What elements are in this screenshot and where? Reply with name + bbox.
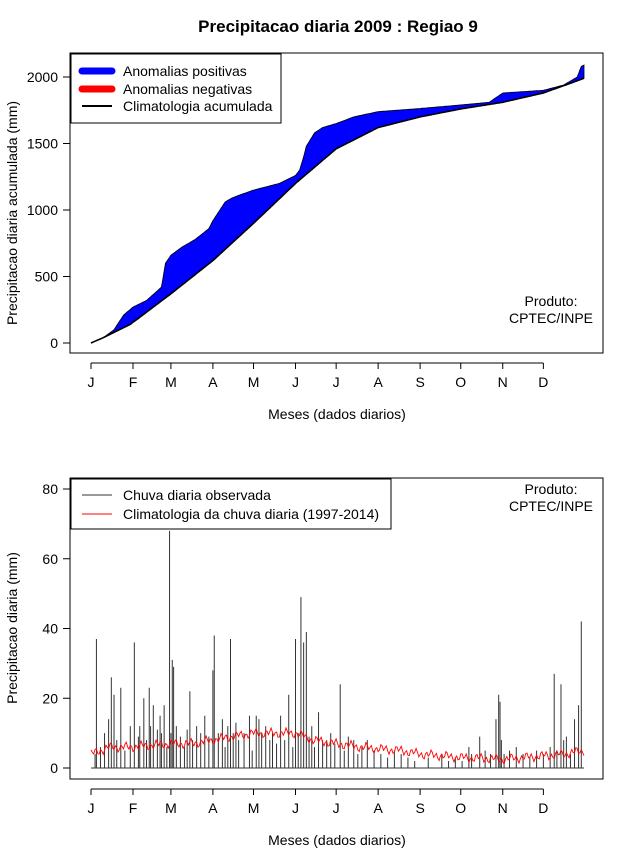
legend-climatology-label: Climatologia acumulada [123,98,273,114]
climatology-daily-line [90,726,585,766]
climatology-cumulative-line [90,77,585,344]
top-y-tick-label: 500 [35,269,59,285]
bottom-y-axis: 0 20 40 60 80 [42,481,71,776]
bottom-x-tick-label: O [455,800,466,816]
top-x-tick-label: N [498,374,508,390]
top-x-tick-label: M [165,374,177,390]
bottom-x-label: Meses (dados diarios) [268,832,406,848]
bottom-annotation-produto: Produto: [525,481,578,497]
bottom-y-label: Precipitacao diaria (mm) [4,552,20,704]
bottom-x-tick-label: J [292,800,299,816]
top-annotation-cptec: CPTEC/INPE [509,310,593,326]
top-y-tick-label: 1500 [27,136,58,152]
bottom-x-tick-label: D [538,800,548,816]
top-x-tick-label: J [333,374,340,390]
top-x-tick-label: F [129,374,138,390]
top-y-tick-label: 2000 [27,69,58,85]
top-x-tick-label: S [415,374,424,390]
top-y-label: Precipitacao diaria acumulada (mm) [4,101,20,325]
bottom-x-tick-label: S [415,800,424,816]
bottom-x-tick-label: J [333,800,340,816]
bottom-x-tick-label: M [165,800,177,816]
bottom-x-tick-label: N [498,800,508,816]
bottom-y-tick-label: 60 [42,551,58,567]
top-x-tick-label: M [248,374,260,390]
top-x-tick-label: J [88,374,95,390]
bottom-x-tick-label: A [373,800,383,816]
legend-positive-label: Anomalias positivas [123,63,247,79]
top-y-tick-label: 1000 [27,202,58,218]
legend-negative-label: Anomalias negativas [123,81,252,97]
top-x-tick-label: A [208,374,218,390]
bottom-x-tick-label: A [208,800,218,816]
top-marks [90,64,585,344]
bottom-x-tick-label: J [88,800,95,816]
accumulated-panel: 0 500 1000 1500 2000 J F M A M J J A S O N D Meses (dad… [4,52,604,422]
bottom-y-tick-label: 40 [42,621,58,637]
top-x-label: Meses (dados diarios) [268,406,406,422]
bottom-marks [90,530,585,769]
bottom-x-tick-label: F [129,800,138,816]
legend-clim-daily-label: Climatologia da chuva diaria (1997-2014) [123,506,379,522]
top-y-axis: 0 500 1000 1500 2000 [27,69,71,351]
top-x-tick-label: A [373,374,383,390]
bottom-legend: Chuva diaria observada Climatologia da c… [70,478,392,530]
legend-observed-label: Chuva diaria observada [123,487,271,503]
chart-title: Precipitacao diaria 2009 : Regiao 9 [198,17,478,36]
top-x-tick-label: J [292,374,299,390]
bottom-x-tick-label: M [248,800,260,816]
top-y-tick-label: 0 [50,335,58,351]
bottom-annotation-cptec: CPTEC/INPE [509,498,593,514]
top-x-tick-label: O [455,374,466,390]
bottom-y-tick-label: 0 [50,760,58,776]
bottom-y-tick-label: 20 [42,690,58,706]
top-annotation-produto: Produto: [525,293,578,309]
top-legend: Anomalias positivas Anomalias negativas … [70,53,282,124]
daily-panel: 0 20 40 60 80 J F M A M J J A S O N D Meses (dados diar… [4,477,604,848]
top-x-tick-label: D [538,374,548,390]
bottom-legend-box [70,478,392,530]
bottom-y-tick-label: 80 [42,481,58,497]
